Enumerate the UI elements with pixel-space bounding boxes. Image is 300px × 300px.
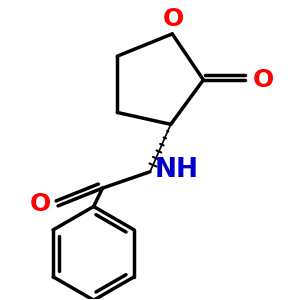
Text: NH: NH bbox=[154, 157, 198, 183]
Text: O: O bbox=[252, 68, 274, 92]
Text: O: O bbox=[163, 7, 184, 31]
Text: O: O bbox=[29, 192, 51, 216]
